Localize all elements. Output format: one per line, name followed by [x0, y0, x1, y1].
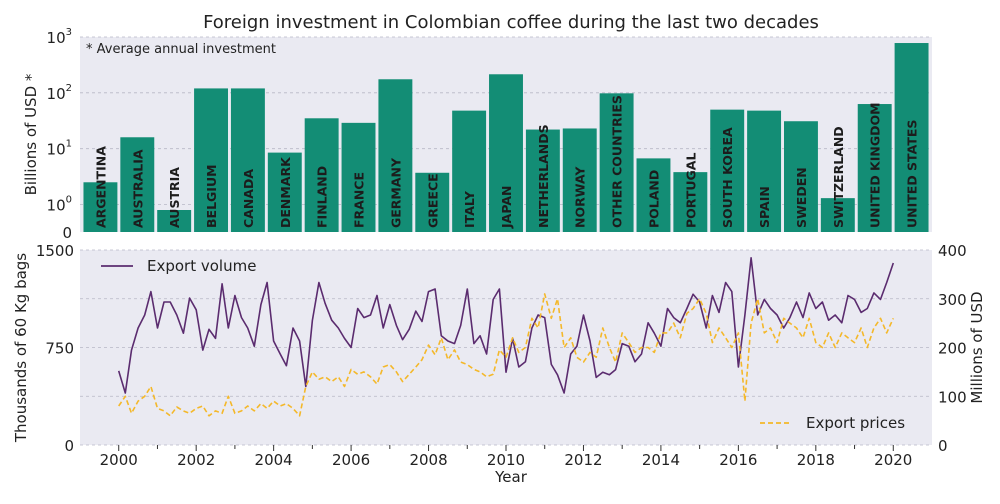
bar-category-label: PORTUGAL [683, 153, 698, 228]
bar [157, 210, 192, 232]
bar-category-label: SOUTH KOREA [720, 127, 735, 228]
bar [525, 129, 560, 232]
bar-category-label: SWEDEN [794, 167, 809, 228]
x-tick-label: 2006 [332, 451, 370, 469]
bar-category-label: POLAND [646, 170, 661, 228]
bar-category-label: AUSTRIA [167, 167, 182, 228]
bar [636, 158, 671, 232]
x-axis-label: Year [494, 468, 528, 486]
bar [452, 110, 487, 232]
bar-category-label: UNITED STATES [905, 120, 920, 228]
bar-category-label: NORWAY [573, 166, 588, 228]
bar [341, 122, 376, 232]
y-right-tick-label: 200 [938, 340, 967, 358]
bar-category-label: GREECE [425, 173, 440, 228]
legend-label-export-volume: Export volume [147, 257, 256, 275]
x-tick-label: 2000 [100, 451, 138, 469]
export-prices-line [118, 293, 895, 417]
bar [267, 152, 302, 232]
bar [194, 88, 229, 232]
bar-y-axis-label: Billions of USD * [22, 73, 40, 195]
x-tick-label: 2004 [255, 451, 293, 469]
y-right-tick-label: 300 [938, 291, 967, 309]
x-tick-label: 2016 [719, 451, 757, 469]
y-left-tick-label: 1500 [36, 242, 74, 260]
bar-category-label: GERMANY [388, 157, 403, 228]
bar-y-tick-label: 101 [47, 139, 72, 159]
bar [304, 118, 339, 232]
x-tick-label: 2010 [487, 451, 525, 469]
bar [489, 74, 523, 232]
bar-y-tick-label: 102 [47, 83, 72, 103]
x-tick-label: 2002 [177, 451, 215, 469]
bar-category-label: BELGIUM [204, 164, 219, 228]
y-left-tick-label: 750 [45, 340, 74, 358]
bar [857, 104, 892, 232]
x-tick-label: 2012 [564, 451, 602, 469]
bar [599, 93, 634, 232]
bar-category-label: OTHER COUNTRIES [610, 95, 625, 228]
y-left-axis-label: Thousands of 60 Kg bags [12, 253, 30, 443]
bar-category-label: CANADA [241, 169, 256, 228]
x-tick-label: 2008 [409, 451, 447, 469]
chart-title: Foreign investment in Colombian coffee d… [203, 12, 819, 33]
bar [120, 137, 155, 232]
bar [83, 182, 118, 232]
x-tick-label: 2020 [874, 451, 912, 469]
bar-category-label: DENMARK [278, 156, 293, 228]
export-volume-line [117, 256, 895, 394]
bar [710, 109, 745, 232]
x-tick-label: 2018 [797, 451, 835, 469]
y-right-tick-label: 100 [938, 388, 967, 406]
bar-category-label: JAPAN [499, 186, 514, 229]
bar-annotation: * Average annual investment [86, 42, 276, 57]
bar [894, 43, 929, 232]
bar-category-label: ITALY [462, 190, 477, 228]
bar [747, 110, 782, 232]
bar [230, 88, 265, 232]
bar-category-label: NETHERLANDS [536, 124, 551, 228]
bar-category-label: UNITED KINGDOM [868, 102, 883, 228]
bar [673, 172, 708, 232]
bar [415, 172, 450, 232]
y-right-tick-label: 400 [938, 242, 967, 260]
bar-y-tick-label: 100 [47, 195, 72, 215]
bar-y-tick-label: 103 [47, 27, 72, 47]
bar-category-label: FRANCE [352, 172, 367, 228]
bar-category-label: FINLAND [315, 166, 330, 228]
bar-category-label: SWITZERLAND [831, 126, 846, 228]
bar-category-label: ARGENTINA [93, 146, 108, 228]
y-right-axis-label: Millions of USD [968, 291, 986, 403]
y-right-tick-label: 0 [938, 437, 948, 455]
bar [378, 79, 413, 233]
bar-y-tick-label: 0 [62, 224, 72, 242]
legend-label-export-prices: Export prices [806, 414, 905, 432]
y-left-tick-label: 0 [64, 437, 74, 455]
bar-category-label: AUSTRALIA [130, 149, 145, 228]
bar [562, 128, 597, 232]
bar [783, 121, 818, 232]
bar-category-label: SPAIN [757, 186, 772, 228]
x-tick-label: 2014 [642, 451, 680, 469]
bar [820, 198, 855, 232]
